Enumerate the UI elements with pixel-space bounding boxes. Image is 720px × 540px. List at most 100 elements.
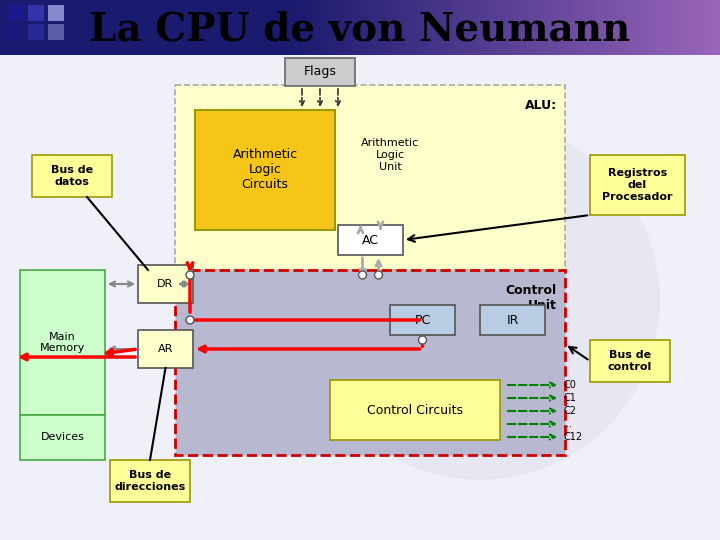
Text: IR: IR — [506, 314, 518, 327]
Bar — [424, 0, 426, 55]
Bar — [487, 0, 489, 55]
Bar — [649, 0, 651, 55]
Bar — [8, 5, 24, 21]
Bar — [478, 0, 480, 55]
Bar — [351, 0, 353, 55]
Bar — [582, 0, 584, 55]
Text: PC: PC — [415, 314, 431, 327]
Bar — [390, 305, 455, 335]
Text: AC: AC — [362, 233, 379, 246]
Bar — [688, 0, 690, 55]
Bar — [601, 0, 603, 55]
Text: AR: AR — [158, 344, 174, 354]
Text: Control
Unit: Control Unit — [506, 284, 557, 312]
Bar — [569, 0, 571, 55]
Bar — [467, 0, 469, 55]
Bar — [644, 0, 647, 55]
Bar — [631, 0, 634, 55]
Bar — [195, 110, 335, 230]
Bar — [698, 0, 701, 55]
Bar — [662, 0, 664, 55]
Bar — [677, 0, 679, 55]
Bar — [597, 0, 599, 55]
Bar — [312, 0, 314, 55]
Bar — [325, 0, 327, 55]
Bar — [20, 270, 105, 415]
Bar — [681, 0, 683, 55]
Bar — [614, 0, 616, 55]
Bar — [392, 0, 394, 55]
Bar — [703, 0, 705, 55]
Bar — [446, 0, 448, 55]
Bar — [48, 5, 64, 21]
Bar — [390, 0, 392, 55]
Bar — [0, 0, 720, 55]
Bar — [138, 265, 193, 303]
Bar — [657, 0, 660, 55]
Bar — [318, 0, 320, 55]
Bar — [560, 0, 562, 55]
Bar — [495, 0, 498, 55]
Bar — [534, 0, 536, 55]
Bar — [539, 0, 541, 55]
Bar — [330, 380, 500, 440]
Bar — [606, 0, 608, 55]
Text: DR: DR — [158, 279, 174, 289]
Bar — [694, 0, 696, 55]
Bar — [411, 0, 413, 55]
Bar — [586, 0, 588, 55]
Bar — [670, 0, 672, 55]
Bar — [333, 0, 336, 55]
Bar — [580, 0, 582, 55]
Bar — [138, 330, 193, 368]
Text: Main
Memory: Main Memory — [40, 332, 85, 353]
Bar — [599, 0, 601, 55]
Bar — [593, 0, 595, 55]
Bar — [690, 0, 692, 55]
Bar — [407, 0, 409, 55]
Bar — [48, 24, 64, 40]
Bar — [508, 0, 510, 55]
Bar — [454, 0, 456, 55]
Bar — [8, 24, 24, 40]
Bar — [526, 0, 528, 55]
Bar — [647, 0, 649, 55]
Bar — [420, 0, 422, 55]
Bar — [491, 0, 493, 55]
Bar — [301, 0, 303, 55]
Bar — [716, 0, 718, 55]
Bar — [571, 0, 573, 55]
Circle shape — [186, 316, 194, 324]
Bar — [653, 0, 655, 55]
Bar — [394, 0, 396, 55]
Bar — [307, 0, 310, 55]
Bar — [323, 0, 325, 55]
Bar — [452, 0, 454, 55]
Bar — [554, 0, 556, 55]
Bar — [705, 0, 707, 55]
Bar — [364, 0, 366, 55]
Bar — [461, 0, 463, 55]
Bar — [327, 0, 329, 55]
Bar — [402, 0, 405, 55]
Bar — [381, 0, 383, 55]
Bar — [584, 0, 586, 55]
Bar — [515, 0, 517, 55]
Bar — [510, 0, 513, 55]
Text: Control Circuits: Control Circuits — [367, 403, 463, 416]
Bar — [450, 0, 452, 55]
Bar — [616, 0, 618, 55]
Bar — [28, 24, 44, 40]
Bar — [110, 460, 190, 502]
Bar — [679, 0, 681, 55]
Bar — [627, 0, 629, 55]
Bar — [552, 0, 554, 55]
Bar — [623, 0, 625, 55]
Bar — [517, 0, 519, 55]
Bar — [629, 0, 631, 55]
Bar — [175, 270, 565, 455]
Bar — [530, 0, 532, 55]
Bar — [603, 0, 606, 55]
Bar — [448, 0, 450, 55]
Bar — [346, 0, 348, 55]
